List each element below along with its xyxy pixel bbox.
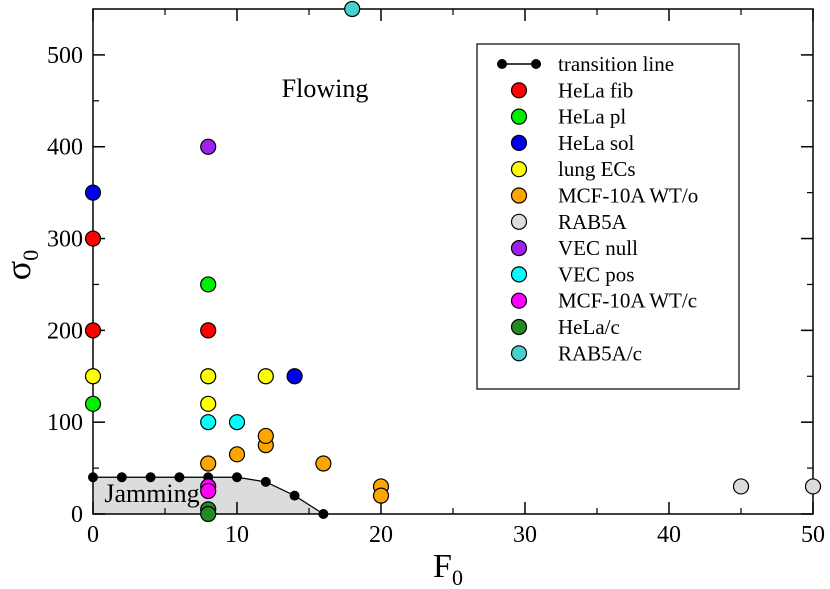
data-points [84,0,822,523]
point-rab5a-c-0 [344,0,361,18]
point-lung-ecs-3 [257,368,274,385]
jamming-label: Jamming [104,479,199,508]
x-tick-label-2: 20 [369,522,393,548]
y-axis-label-sub: 0 [18,250,43,261]
y-tick-label-5: 500 [47,43,83,69]
transition-point-2 [145,472,156,483]
transition-point-0 [88,472,98,483]
legend-label-transition-line: transition line [558,52,674,76]
legend-marker-3 [510,161,528,178]
point-hela-pl-0 [84,395,102,412]
y-tick-label-2: 200 [47,318,83,344]
y-tick-label-4: 400 [47,135,83,161]
legend-marker-9 [510,318,528,336]
point-hela-fib-0 [84,230,102,247]
x-tick-label-0: 0 [87,522,99,548]
x-tick-label-3: 30 [513,522,537,548]
transition-points [88,472,329,519]
transition-point-6 [260,476,271,487]
point-mcf-10a-wt-c-1 [200,482,217,500]
legend-label-3: lung ECs [558,157,636,181]
y-axis-label: σ0 [0,250,43,280]
legend-marker-10 [510,345,528,362]
x-axis-label-sub: 0 [452,565,463,589]
legend-label-1: HeLa pl [558,105,626,129]
legend-label-0: HeLa fib [558,78,633,102]
x-tick-label-4: 40 [657,522,681,548]
point-vec-pos-0 [200,414,217,431]
x-tick-label-1: 10 [225,522,249,548]
legend-label-6: VEC null [558,236,638,260]
point-vec-pos-1 [228,414,246,431]
y-axis-label-main: σ [0,261,38,280]
x-axis-label-main: F [433,548,452,585]
point-mcf-10a-wt-o-1 [228,446,246,463]
point-lung-ecs-0 [84,368,102,385]
transition-point-7 [289,490,300,501]
legend-label-10: RAB5A/c [558,341,642,365]
transition-point-5 [232,472,242,483]
flowing-label: Flowing [282,74,369,103]
legend-transition-dot-left [497,59,507,69]
transition-point-3 [174,472,185,483]
point-mcf-10a-wt-o-0 [200,455,217,472]
legend-label-7: VEC pos [558,262,634,286]
point-hela-c-1 [200,505,217,523]
point-mcf-10a-wt-o-3 [257,427,274,445]
point-lung-ecs-1 [200,368,217,385]
point-lung-ecs-2 [200,395,217,412]
point-mcf-10a-wt-o-4 [315,455,332,472]
point-vec-null-0 [200,138,217,155]
point-rab5a-1 [804,478,822,495]
y-tick-label-0: 0 [71,502,83,528]
point-hela-sol-0 [84,184,102,201]
point-mcf-10a-wt-o-6 [372,487,390,504]
y-tick-label-3: 300 [47,227,83,253]
legend-marker-2 [510,134,528,151]
legend-label-5: RAB5A [558,210,628,234]
legend-marker-5 [510,213,528,230]
x-tick-label-5: 50 [801,522,825,548]
transition-point-1 [116,472,127,483]
legend-marker-0 [510,82,528,99]
point-hela-pl-1 [200,276,217,293]
legend-marker-6 [510,240,528,257]
legend-label-4: MCF-10A WT/o [558,184,698,208]
y-tick-label-1: 100 [47,410,83,436]
legend-transition-dot-right [531,59,541,69]
transition-point-8 [318,509,329,519]
legend-label-9: HeLa/c [558,315,620,339]
legend-marker-1 [510,108,528,125]
legend-label-2: HeLa sol [558,131,635,155]
point-hela-fib-2 [200,322,217,339]
legend-label-8: MCF-10A WT/c [558,289,697,313]
legend-marker-7 [510,266,528,283]
point-hela-sol-1 [286,368,303,385]
point-rab5a-0 [732,478,750,495]
legend-marker-4 [510,187,528,204]
legend-marker-8 [510,292,528,309]
point-hela-fib-1 [84,322,102,339]
x-axis-label: F0 [433,548,463,589]
